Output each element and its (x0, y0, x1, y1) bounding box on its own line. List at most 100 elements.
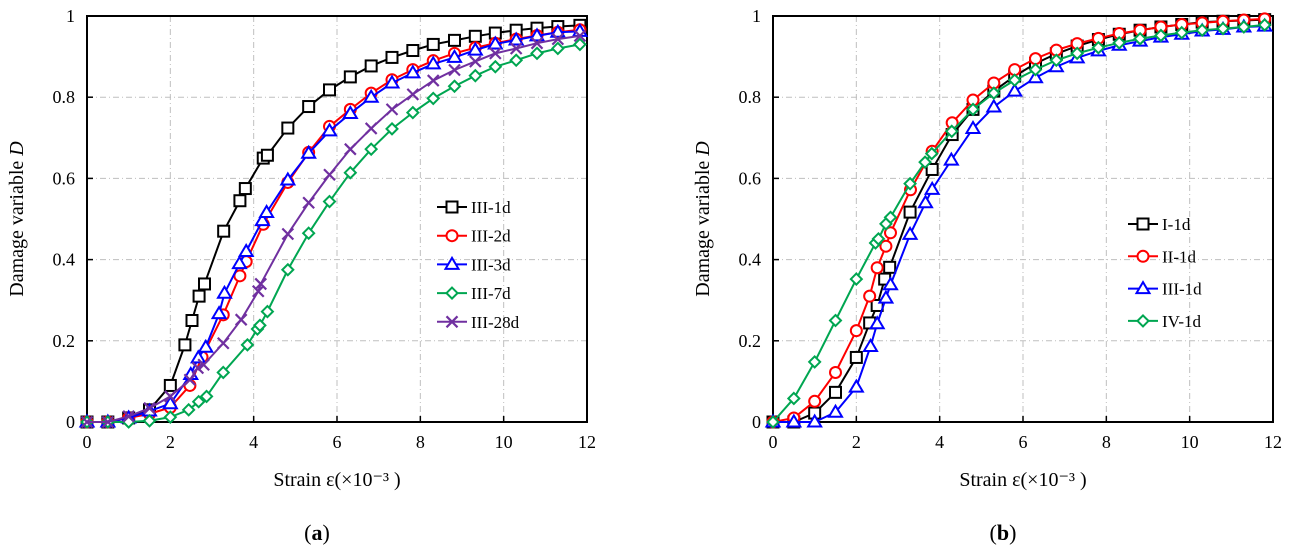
data-point-III-28d (216, 336, 230, 350)
data-point-IV-1d (924, 146, 939, 161)
data-point-III-1d (785, 413, 803, 428)
legend-marker (445, 229, 459, 243)
data-point-III-7d (509, 53, 524, 68)
legend-marker (445, 286, 459, 301)
data-point-III-28d (281, 227, 295, 241)
data-point-IV-1d (1091, 40, 1106, 55)
legend-label: III-28d (471, 313, 520, 332)
data-point-III-3d (258, 204, 275, 219)
data-point-III-1d (901, 225, 919, 240)
x-tick-label: 0 (83, 432, 92, 452)
data-point-III-7d (240, 337, 255, 352)
data-point-III-1d (964, 119, 982, 134)
x-tick-label: 2 (166, 432, 175, 452)
data-point-I-1d (903, 205, 917, 219)
data-point-IV-1d (903, 176, 917, 191)
data-point-IV-1d (1174, 25, 1189, 40)
data-point-III-1d (185, 314, 199, 327)
data-point-III-1d (238, 182, 252, 196)
data-point-IV-1d (944, 124, 959, 139)
data-point-III-1d (163, 378, 177, 392)
data-point-IV-1d (1070, 46, 1085, 61)
data-point-III-7d (280, 262, 295, 277)
data-point-IV-1d (1236, 20, 1251, 34)
data-point-III-1d (406, 44, 420, 58)
legend-item-III-2d: III-2d (437, 227, 511, 246)
data-point-II-1d (808, 394, 822, 408)
data-point-III-1d (827, 403, 844, 418)
data-point-III-28d (406, 88, 420, 101)
data-point-III-3d (231, 255, 248, 270)
data-point-III-28d (530, 36, 544, 50)
data-point-III-28d (183, 373, 197, 387)
legend-item-III-1d: III-1d (1128, 280, 1202, 299)
data-point-II-1d (1029, 52, 1042, 66)
x-tick-label: 8 (416, 432, 425, 452)
data-point-III-7d (343, 165, 358, 180)
panel-caption-letter: a (312, 520, 323, 545)
data-point-III-3d (362, 88, 380, 103)
data-point-III-7d (405, 105, 420, 120)
data-point-I-1d (883, 260, 897, 274)
plot-frame (772, 15, 1274, 423)
data-point-IV-1d (1257, 18, 1272, 32)
legend-item-III-1d: III-1d (437, 198, 511, 217)
y-tick-label: 0.4 (739, 250, 762, 270)
x-tick-label: 12 (1264, 432, 1282, 452)
y-tick-label: 0.2 (53, 331, 76, 351)
data-point-III-28d (385, 103, 399, 116)
data-point-III-7d (468, 68, 483, 83)
series-line-III-7d (87, 43, 581, 423)
legend-label: III-1d (1162, 280, 1202, 299)
data-point-III-28d (80, 415, 94, 429)
data-point-III-28d (364, 122, 378, 135)
data-point-III-7d (181, 402, 196, 417)
data-point-III-3d (404, 64, 422, 79)
x-tick-label: 0 (769, 432, 778, 452)
legend-label: III-1d (471, 198, 511, 217)
data-point-III-28d (426, 74, 440, 87)
data-point-III-7d (142, 413, 157, 428)
data-point-II-1d (879, 239, 893, 253)
x-axis-label: Strain ε(×10⁻³ ) (959, 469, 1086, 491)
data-point-III-28d (302, 196, 315, 210)
data-point-III-1d (1006, 82, 1023, 97)
legend-label: I-1d (1162, 215, 1191, 234)
y-tick-label: 1 (66, 6, 75, 26)
data-point-I-1d (849, 350, 863, 364)
data-point-III-3d (342, 104, 359, 119)
data-point-IV-1d (1195, 23, 1210, 38)
legend-marker (1134, 280, 1152, 295)
data-point-IV-1d (1216, 21, 1230, 36)
legend-item-IV-1d: IV-1d (1128, 312, 1202, 331)
data-point-IV-1d (849, 272, 864, 287)
data-point-III-28d (573, 29, 587, 43)
data-point-III-28d (164, 390, 177, 403)
data-point-III-1d (985, 98, 1003, 113)
legend-label: IV-1d (1162, 312, 1202, 331)
data-point-III-7d (530, 46, 544, 61)
panel-caption: (b) (990, 520, 1017, 545)
chart-panel-a: 0 2 4 6 8 10 12 0 0.2 0.4 0.6 0.8 1 Damage variable D… (6, 6, 596, 545)
data-point-IV-1d (918, 155, 932, 170)
data-point-III-1d (302, 100, 316, 114)
y-axis-label: Damage variable D (692, 141, 714, 297)
data-point-IV-1d (1028, 62, 1043, 77)
data-point-III-28d (551, 32, 565, 46)
series-III-7d (80, 37, 587, 429)
legend-item-II-1d: II-1d (1128, 247, 1196, 266)
data-point-III-3d (487, 35, 504, 50)
data-point-II-1d (829, 365, 842, 379)
data-point-III-28d (254, 277, 268, 291)
series-III-1d (80, 18, 587, 429)
data-point-III-7d (488, 59, 503, 74)
x-tick-label: 6 (1019, 432, 1028, 452)
data-point-III-1d (448, 33, 461, 47)
x-tick-label: 10 (495, 432, 513, 452)
data-point-III-3d (254, 212, 271, 227)
data-point-III-3d (549, 23, 567, 38)
data-point-III-7d (191, 394, 206, 409)
data-point-III-28d (122, 410, 135, 423)
data-point-III-28d (323, 168, 336, 182)
